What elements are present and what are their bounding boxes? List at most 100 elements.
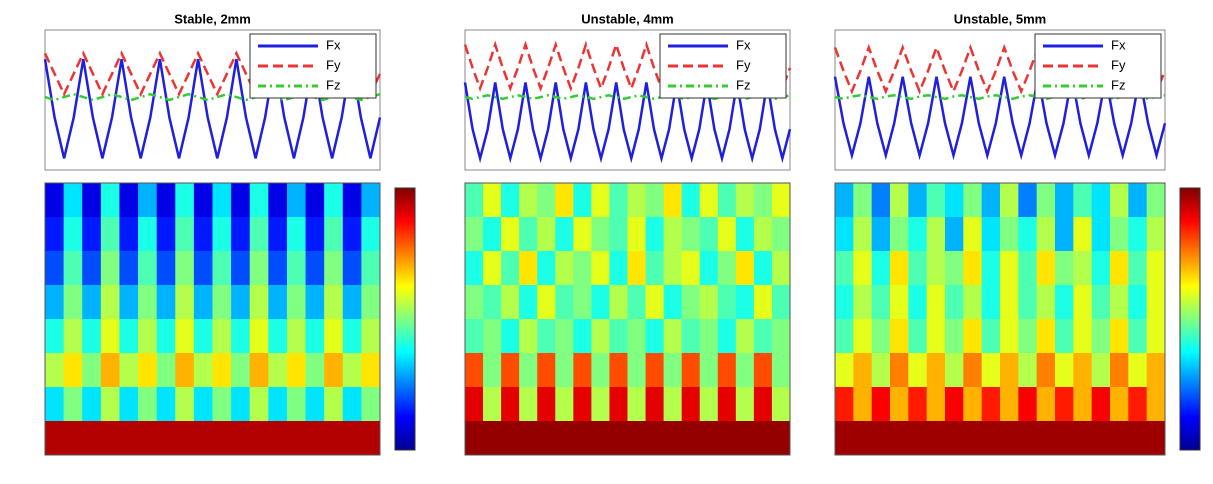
heat-cell (45, 421, 65, 456)
heat-cell (465, 183, 484, 218)
heat-cell (963, 319, 983, 354)
heat-cell (1128, 183, 1148, 218)
heat-cell (771, 421, 791, 456)
series-line (464, 94, 791, 101)
heat-cell (138, 183, 158, 218)
heat-cell (45, 251, 65, 286)
heat-cell (249, 387, 269, 422)
heat-cell (212, 217, 232, 252)
heat-cell (981, 285, 1001, 320)
heat-cell (156, 285, 176, 320)
heat-cell (1036, 251, 1056, 286)
heat-cell (871, 319, 891, 354)
heat-cell (82, 285, 102, 320)
heat-cell (100, 251, 120, 286)
heat-cell (853, 183, 873, 218)
heat-cell (627, 353, 647, 388)
heat-cell (361, 319, 381, 354)
heat-cell (735, 251, 755, 286)
legend-label: Fx (736, 37, 751, 52)
heat-cell (100, 285, 120, 320)
heat-cell (305, 183, 325, 218)
heat-cell (735, 217, 755, 252)
heat-cell (483, 285, 502, 320)
heat-cell (286, 421, 307, 456)
heat-cell (753, 353, 773, 388)
heat-cell (908, 251, 928, 286)
series-line (43, 50, 382, 98)
heat-cell (771, 353, 791, 388)
heat-cell (286, 285, 307, 320)
heat-cell (119, 251, 139, 286)
heat-cell (573, 217, 592, 252)
heat-cell (100, 183, 120, 218)
heat-cell (1073, 285, 1093, 320)
heat-cell (305, 217, 325, 252)
heat-cell (305, 421, 325, 456)
heat-cell (627, 217, 647, 252)
heat-cell (609, 319, 628, 354)
heat-cell (1036, 387, 1056, 422)
heat-cell (591, 217, 610, 252)
heat-cell (871, 217, 891, 252)
heat-cell (537, 251, 556, 286)
heat-cell (926, 285, 946, 320)
chart-title: Unstable, 5mm (954, 11, 1046, 26)
heat-cell (119, 421, 139, 456)
heat-cell (591, 285, 610, 320)
heat-cell (890, 421, 909, 456)
heat-cell (945, 353, 964, 388)
heat-cell (753, 421, 773, 456)
heat-cell (249, 353, 269, 388)
heat-cell (717, 421, 737, 456)
heat-cell (1110, 319, 1129, 354)
heat-cell (537, 183, 556, 218)
heat-cell (981, 183, 1001, 218)
heat-cell (1036, 353, 1056, 388)
heat-cell (342, 387, 362, 422)
heat-cell (1128, 353, 1148, 388)
heat-cell (324, 421, 344, 456)
heat-cell (156, 421, 176, 456)
heat-cell (1055, 183, 1074, 218)
heat-cell (717, 217, 737, 252)
heat-cell (305, 353, 325, 388)
heat-cell (231, 285, 251, 320)
heat-cell (1091, 421, 1111, 456)
heat-cell (853, 353, 873, 388)
heat-cell (537, 285, 556, 320)
heat-cell (945, 251, 964, 286)
heat-cell (555, 353, 574, 388)
heat-cell (342, 183, 362, 218)
heat-cell (249, 319, 269, 354)
heat-cell (286, 387, 307, 422)
heat-cell (268, 251, 288, 286)
heat-cell (1110, 285, 1129, 320)
heat-cell (324, 319, 344, 354)
colorbar (1179, 187, 1201, 451)
heat-cell (1091, 183, 1111, 218)
heat-cell (100, 217, 120, 252)
heat-cell (483, 319, 502, 354)
heat-cell (908, 387, 928, 422)
heat-cell (1110, 387, 1129, 422)
heat-cell (681, 353, 701, 388)
heat-cell (835, 319, 854, 354)
heat-cell (1110, 217, 1129, 252)
heat-cell (342, 319, 362, 354)
heat-cell (890, 319, 909, 354)
heat-cell (981, 251, 1001, 286)
heat-cell (361, 251, 381, 286)
heat-cell (63, 421, 83, 456)
heat-cell (1000, 251, 1019, 286)
heat-cell (981, 319, 1001, 354)
heat-cell (501, 353, 520, 388)
heat-cell (1055, 421, 1074, 456)
heat-cell (835, 421, 854, 456)
heat-cell (1128, 319, 1148, 354)
legend-label: Fz (1111, 77, 1125, 92)
heat-cell (908, 183, 928, 218)
heat-cell (231, 421, 251, 456)
heat-cell (1128, 251, 1148, 286)
